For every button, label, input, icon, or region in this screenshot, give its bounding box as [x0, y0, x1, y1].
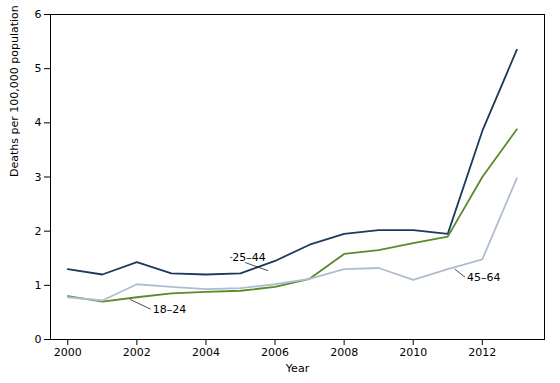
svg-text:4: 4	[35, 116, 42, 129]
svg-text:5: 5	[35, 62, 42, 75]
svg-text:2002: 2002	[123, 346, 151, 359]
svg-text:1: 1	[35, 279, 42, 292]
svg-text:3: 3	[35, 171, 42, 184]
svg-text:Deaths per 100,000 population: Deaths per 100,000 population	[8, 5, 21, 177]
svg-text:2004: 2004	[192, 346, 220, 359]
svg-text:0: 0	[35, 333, 42, 346]
svg-text:2006: 2006	[261, 346, 289, 359]
svg-text:6: 6	[35, 8, 42, 21]
svg-text:25–44: 25–44	[232, 251, 265, 264]
svg-text:2000: 2000	[54, 346, 82, 359]
svg-text:18–24: 18–24	[153, 303, 187, 316]
svg-text:2008: 2008	[330, 346, 358, 359]
svg-text:2012: 2012	[468, 346, 496, 359]
svg-text:2: 2	[35, 225, 42, 238]
svg-text:2010: 2010	[399, 346, 427, 359]
svg-text:Year: Year	[285, 362, 310, 375]
svg-text:45–64: 45–64	[467, 271, 501, 284]
